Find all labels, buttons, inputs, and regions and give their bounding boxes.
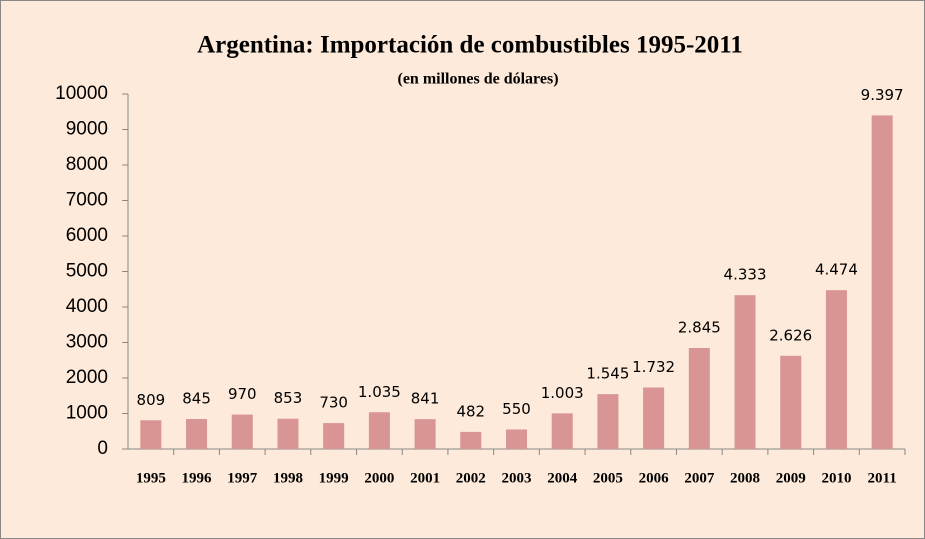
bar <box>140 420 162 449</box>
value-label: 4.474 <box>815 261 858 279</box>
y-tick-label: 6000 <box>66 225 108 246</box>
x-tick-label: 1995 <box>136 470 166 486</box>
bar <box>551 413 573 449</box>
chart-subtitle: (en millones de dólares) <box>397 71 558 88</box>
value-label: 2.626 <box>769 326 812 344</box>
bar <box>597 394 619 449</box>
value-label: 1.003 <box>541 384 584 402</box>
value-label: 2.845 <box>678 319 721 337</box>
bar <box>505 429 528 449</box>
bar <box>643 387 665 449</box>
value-label: 1.545 <box>586 365 629 383</box>
x-tick-label: 2004 <box>547 470 578 486</box>
x-tick-label: 2009 <box>776 470 806 486</box>
x-tick-label: 2007 <box>684 470 715 486</box>
y-tick-label: 7000 <box>66 190 108 211</box>
value-label: 853 <box>274 389 303 407</box>
x-tick-label: 2010 <box>821 470 851 486</box>
value-label: 9.397 <box>861 86 904 104</box>
bar <box>780 355 802 449</box>
bar <box>277 418 299 449</box>
x-tick-label: 2002 <box>456 470 486 486</box>
bar <box>688 348 710 449</box>
bar <box>414 419 436 449</box>
x-tick-label: 2006 <box>639 470 670 486</box>
x-tick-label: 2011 <box>868 470 897 486</box>
value-label: 1.035 <box>358 383 401 401</box>
bar <box>186 419 208 449</box>
y-tick-label: 10000 <box>55 83 108 104</box>
bar <box>460 431 482 449</box>
bar <box>825 290 847 449</box>
value-label: 841 <box>411 390 440 408</box>
value-label: 482 <box>456 402 485 420</box>
x-tick-label: 1998 <box>273 470 303 486</box>
y-tick-label: 1000 <box>66 403 108 424</box>
y-tick-label: 4000 <box>66 296 108 317</box>
y-tick-label: 8000 <box>66 154 108 175</box>
x-tick-label: 2005 <box>593 470 623 486</box>
bar <box>734 295 756 449</box>
bar <box>368 412 390 449</box>
bar <box>231 414 253 449</box>
x-tick-label: 1999 <box>319 470 349 486</box>
x-tick-label: 2003 <box>502 470 532 486</box>
chart-title: Argentina: Importación de combustibles 1… <box>197 32 743 59</box>
x-tick-label: 2000 <box>364 470 394 486</box>
value-label: 550 <box>502 400 531 418</box>
x-tick-label: 2008 <box>730 470 760 486</box>
y-tick-label: 9000 <box>66 119 108 140</box>
y-tick-label: 5000 <box>66 261 108 282</box>
value-label: 970 <box>228 385 257 403</box>
value-label: 730 <box>319 394 348 412</box>
value-label: 1.732 <box>632 358 675 376</box>
y-tick-label: 0 <box>97 438 108 459</box>
bar <box>323 423 345 449</box>
x-tick-label: 1997 <box>227 470 258 486</box>
y-tick-label: 2000 <box>66 367 108 388</box>
value-label: 809 <box>137 391 166 409</box>
value-label: 845 <box>182 390 211 408</box>
y-tick-label: 3000 <box>66 332 108 353</box>
x-tick-label: 2001 <box>410 470 440 486</box>
x-tick-label: 1996 <box>182 470 213 486</box>
value-label: 4.333 <box>724 266 767 284</box>
bar <box>871 115 893 450</box>
